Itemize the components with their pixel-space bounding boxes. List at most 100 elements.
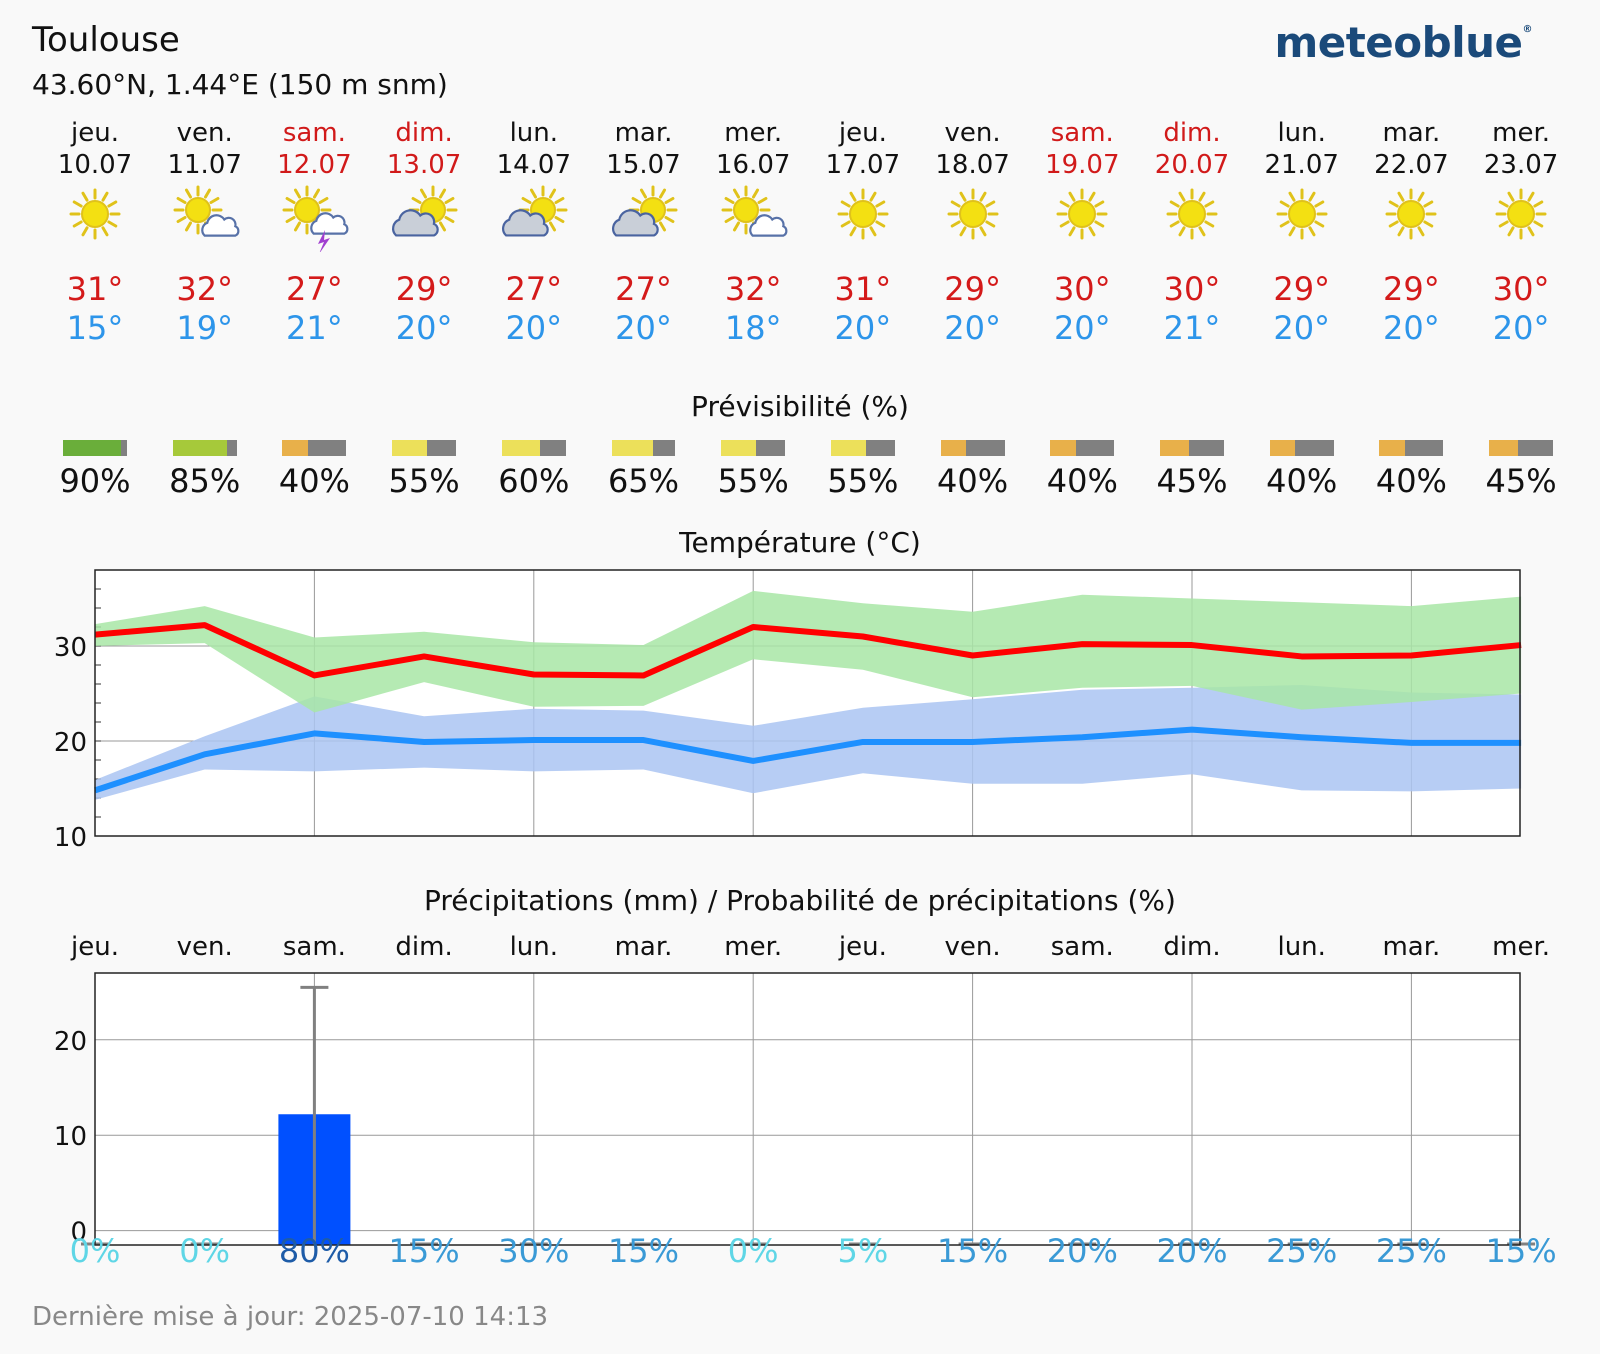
max-temperature: 29° [944, 270, 1001, 308]
predictability-bar [1379, 440, 1444, 456]
precip-probability: 0% [179, 1232, 231, 1270]
precip-probability: 15% [388, 1232, 460, 1270]
predictability-bar-fill [501, 440, 541, 456]
max-temperature: 29° [1383, 270, 1440, 308]
predictability-bar [63, 440, 127, 456]
min-temperature: 15° [66, 309, 124, 347]
sun-icon [69, 188, 121, 240]
sun-icon [1166, 188, 1218, 240]
predictability-value: 90% [59, 462, 131, 500]
sun-icon [1056, 188, 1108, 240]
meteoblue-logo[interactable]: meteoblue® [1274, 18, 1532, 67]
day-name: dim. [1163, 118, 1221, 148]
sun-icon [1495, 188, 1547, 240]
precip-day-label: mar. [615, 932, 673, 962]
predictability-value: 40% [937, 462, 1009, 500]
sun-cloud-icon [721, 185, 788, 237]
precip-probability: 5% [837, 1232, 889, 1270]
predictability-bar-rest [653, 440, 676, 456]
weather-icon-cell [40, 182, 150, 252]
max-temperature: 29° [395, 270, 453, 308]
cloud-sun-icon [611, 185, 677, 237]
sun-icon [1385, 188, 1437, 240]
day-date: 12.07 [277, 150, 352, 180]
y-tick-label: 0 [70, 1218, 87, 1248]
predictability-bar-fill [1050, 440, 1076, 456]
max-temperature: 32° [724, 270, 782, 308]
cloud-sun-icon [501, 185, 568, 237]
day-date: 21.07 [1264, 150, 1339, 180]
day-date: 16.07 [715, 150, 791, 180]
predictability-bar-rest [540, 440, 566, 456]
predictability-bar [940, 440, 1005, 456]
predictability-bar-fill [611, 440, 654, 456]
min-temperature: 20° [1383, 309, 1440, 347]
precip-probability: 15% [607, 1232, 680, 1270]
day-date: 18.07 [935, 150, 1010, 180]
precip-day-label: dim. [395, 932, 452, 962]
precip-probability: 0% [69, 1232, 121, 1270]
day-name: mer. [724, 118, 783, 148]
day-name: jeu. [71, 118, 119, 148]
precip-day-label: ven. [945, 932, 1001, 962]
predictability-bar-fill [721, 440, 757, 456]
precip-day-label: lun. [510, 932, 558, 962]
last-updated: Dernière mise à jour: 2025-07-10 14:13 [32, 1302, 549, 1332]
precip-probability: 30% [498, 1232, 570, 1270]
predictability-value: 55% [717, 462, 789, 500]
precip-probability: 15% [1485, 1232, 1557, 1270]
weather-icon-cell [1027, 182, 1137, 252]
weather-icon-cell [479, 182, 589, 252]
predictability-bar-fill [1489, 440, 1518, 456]
logo-text: meteoblue [1274, 18, 1523, 67]
location-coordinates: 43.60°N, 1.44°E (150 m snm) [32, 68, 448, 101]
predictability-bar [1160, 440, 1224, 456]
weather-icon-cell [1137, 182, 1247, 252]
predictability-value: 65% [607, 462, 680, 500]
predictability-value: 40% [1046, 462, 1118, 500]
predictability-bar-rest [756, 440, 786, 456]
predictability-bar [1489, 440, 1554, 456]
weather-icon-cell [259, 182, 369, 254]
max-temperature: 30° [1163, 270, 1221, 308]
predictability-bar-fill [63, 440, 121, 456]
max-temperature: 31° [66, 270, 124, 308]
day-date: 20.07 [1154, 150, 1230, 180]
min-temperature: 18° [724, 309, 782, 347]
sun-icon [837, 188, 889, 240]
min-temperature: 20° [615, 309, 672, 347]
predictability-bar-rest [1188, 440, 1224, 456]
day-name: mar. [614, 118, 673, 148]
max-temperature: 32° [176, 270, 234, 308]
precip-day-label: jeu. [70, 932, 119, 962]
predictability-value: 45% [1485, 462, 1557, 500]
predictability-value: 60% [498, 462, 570, 500]
day-name: dim. [395, 118, 453, 148]
predictability-bar-fill [172, 440, 228, 456]
y-tick-label: 20 [54, 1027, 87, 1057]
max-temperature: 27° [615, 270, 672, 308]
weather-icon-cell [150, 182, 260, 252]
predictability-bar [830, 440, 895, 456]
predictability-bar-fill [1379, 440, 1405, 456]
predictability-bar-rest [1404, 440, 1444, 456]
predictability-bar [611, 440, 676, 456]
predictability-bar-rest [866, 440, 895, 456]
day-name: mer. [1492, 118, 1551, 148]
max-temperature-range-band [95, 590, 1522, 713]
min-temperature: 20° [944, 309, 1001, 347]
day-date: 10.07 [57, 150, 133, 180]
predictability-bar-fill [830, 440, 867, 456]
y-tick-label: 10 [54, 823, 87, 853]
weather-icon-cell [1247, 182, 1357, 252]
predictability-title: Prévisibilité (%) [691, 390, 909, 423]
min-temperature: 21° [286, 309, 343, 347]
min-temperature-line [94, 726, 1522, 794]
precip-probability: 0% [727, 1232, 779, 1270]
predictability-bar-fill [1160, 440, 1189, 456]
predictability-bar-rest [966, 440, 1005, 456]
y-tick-label: 10 [54, 1122, 87, 1152]
day-date: 15.07 [606, 150, 681, 180]
predictability-bar [392, 440, 457, 456]
sun-icon [947, 188, 999, 240]
